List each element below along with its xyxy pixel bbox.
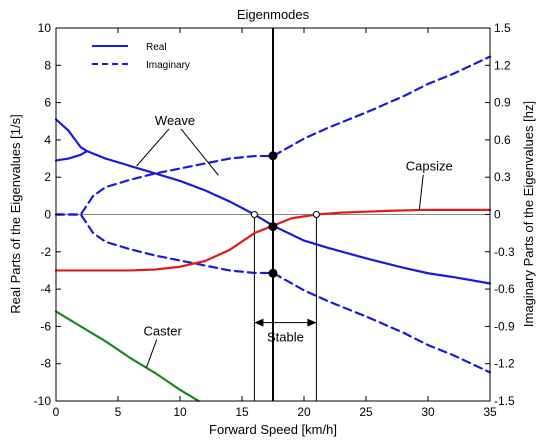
- y-tick-label: 4: [44, 133, 51, 147]
- y2-tick-label: 0.6: [494, 133, 511, 147]
- y2-tick-label: -0.3: [494, 245, 515, 259]
- x-tick-label: 15: [235, 405, 249, 419]
- legend: Real Imaginary: [92, 42, 190, 71]
- y-tick-label: 0: [44, 208, 51, 222]
- y-axis-label: Real Parts of the Eigenvalues [1/s]: [8, 114, 23, 313]
- y-tick-label: -10: [34, 394, 52, 408]
- y-tick-label: 2: [44, 170, 51, 184]
- series-weave-imag-positive: [54, 55, 492, 216]
- y-ticks: -10 -8 -6 -4 -2 0 2 4 6 8 10: [34, 21, 61, 408]
- y-tick-label: -4: [40, 282, 51, 296]
- marker-filled-0: [268, 151, 278, 161]
- annotation-caster-pointer-0: [146, 339, 158, 368]
- series-weave-imag-negative: [54, 213, 492, 374]
- y-tick-label: -8: [40, 357, 51, 371]
- annotations-layer: Weave Capsize Caster Stable: [136, 113, 453, 368]
- marker-filled-2: [268, 268, 278, 278]
- series-capsize-real: [54, 208, 492, 272]
- annotation-caster: Caster: [143, 324, 182, 339]
- series-weave-b-real: [54, 149, 89, 162]
- series-caster-real: [54, 310, 200, 403]
- annotation-weave-pointer-1: [180, 128, 219, 176]
- stable-arrowhead-left: [254, 318, 264, 327]
- y-tick-label: -2: [40, 245, 51, 259]
- x-tick-label: 20: [297, 405, 311, 419]
- x-ticks: 0 5 10 15 20 25 30 35: [53, 28, 497, 419]
- y-tick-label: 10: [38, 21, 52, 35]
- y2-tick-label: -0.6: [494, 282, 515, 296]
- vertical-lines-layer: [253, 28, 317, 401]
- x-tick-label: 0: [53, 405, 60, 419]
- marker-filled-1: [268, 222, 278, 232]
- series-layer: [54, 55, 492, 403]
- y-tick-label: -6: [40, 319, 51, 333]
- y2-axis-label: Imaginary Parts of the Eigenvalues [hz]: [521, 101, 536, 327]
- y2-tick-label: 1.5: [494, 21, 511, 35]
- y2-tick-label: 1.2: [494, 58, 511, 72]
- x-tick-label: 35: [483, 405, 497, 419]
- annotation-weave-pointer-0: [136, 128, 170, 167]
- x-tick-label: 5: [115, 405, 122, 419]
- y2-tick-label: 0.9: [494, 96, 511, 110]
- legend-imaginary-label: Imaginary: [146, 60, 190, 71]
- annotation-capsize-pointer-0: [418, 174, 424, 210]
- y2-ticks: -1.5 -1.2 -0.9 -0.6 -0.3 0 0.3 0.6 0.9 1.2 1.5: [485, 21, 515, 408]
- annotation-stable: Stable: [267, 329, 304, 344]
- x-tick-label: 30: [421, 405, 435, 419]
- annotation-weave: Weave: [155, 113, 195, 128]
- y2-tick-label: -1.2: [494, 357, 515, 371]
- annotation-capsize: Capsize: [406, 159, 453, 174]
- y2-tick-label: -0.9: [494, 319, 515, 333]
- y2-tick-label: 0.3: [494, 170, 511, 184]
- markers-layer: [250, 151, 320, 278]
- y-tick-label: 6: [44, 96, 51, 110]
- y2-tick-label: -1.5: [494, 394, 515, 408]
- y2-tick-label: 0: [494, 208, 501, 222]
- marker-open-4: [312, 211, 320, 218]
- stable-arrowhead-right: [307, 318, 317, 327]
- x-tick-label: 25: [359, 405, 373, 419]
- marker-open-3: [250, 211, 258, 218]
- x-tick-label: 10: [173, 405, 187, 419]
- legend-real-label: Real: [146, 42, 167, 53]
- chart-title: Eigenmodes: [237, 7, 310, 22]
- x-axis-label: Forward Speed [km/h]: [209, 422, 337, 437]
- y-tick-label: 8: [44, 58, 51, 72]
